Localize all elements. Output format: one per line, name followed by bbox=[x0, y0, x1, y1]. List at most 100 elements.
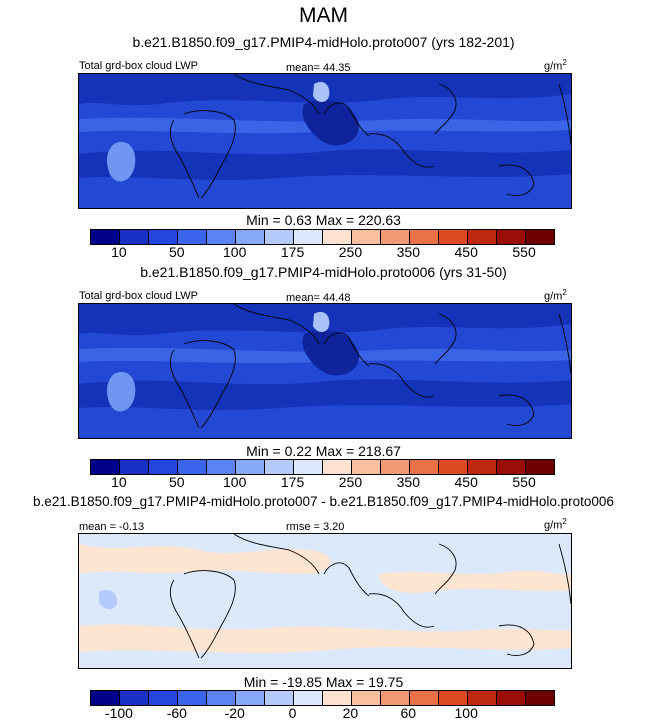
eastasia-high bbox=[313, 311, 330, 332]
colorbar-tick-label: -20 bbox=[224, 705, 245, 721]
colorbar-tick-label: 10 bbox=[111, 474, 127, 490]
colorbar-swatch bbox=[91, 691, 120, 705]
colorbar-swatch bbox=[265, 460, 294, 474]
colorbar-swatch bbox=[236, 230, 265, 244]
panel-1-units: g/m2 bbox=[544, 58, 567, 73]
panel-1-colorbar bbox=[90, 229, 555, 245]
coastlines bbox=[169, 304, 571, 429]
colorbar-swatch bbox=[265, 691, 294, 705]
india-coast bbox=[323, 332, 370, 367]
colorbar-swatch bbox=[497, 460, 526, 474]
panel-1-mean-label: mean= 44.35 bbox=[286, 62, 351, 74]
colorbar-swatch bbox=[323, 230, 352, 244]
panel-1-minmax: Min = 0.63 Max = 220.63 bbox=[246, 212, 401, 228]
coastlines bbox=[169, 534, 571, 659]
colorbar-swatch bbox=[439, 691, 468, 705]
africa-coast bbox=[183, 340, 236, 429]
colorbar-swatch bbox=[149, 691, 178, 705]
colorbar-tick-label: 60 bbox=[400, 705, 417, 721]
panel-3-colorbar-ticks: -100 -60 -20 0 20 60 100 bbox=[90, 705, 553, 723]
africa-west-coast bbox=[169, 579, 200, 659]
panel-3-rmse-label: rmse = 3.20 bbox=[286, 521, 345, 533]
australia-coast bbox=[498, 624, 535, 656]
colorbar-tick-label: 350 bbox=[396, 244, 420, 260]
africa-west-coast bbox=[169, 119, 200, 199]
americas-coast bbox=[558, 313, 571, 375]
panel-1-subtitle: b.e21.B1850.f09_g17.PMIP4-midHolo.proto0… bbox=[132, 34, 515, 50]
colorbar-swatch bbox=[381, 230, 410, 244]
americas-coast bbox=[558, 83, 571, 145]
panel-3-colorbar bbox=[90, 690, 555, 706]
colorbar-swatch bbox=[178, 230, 207, 244]
colorbar-swatch bbox=[207, 691, 236, 705]
atlantic-high bbox=[106, 371, 136, 412]
colorbar-swatch bbox=[120, 460, 149, 474]
colorbar-swatch bbox=[120, 230, 149, 244]
colorbar-swatch bbox=[178, 691, 207, 705]
colorbar-tick-label: 0 bbox=[288, 705, 297, 721]
east-asia-coast bbox=[434, 83, 457, 135]
positive-anomaly-north bbox=[79, 544, 330, 574]
panel-2-variable-label: Total grd-box cloud LWP bbox=[79, 290, 199, 302]
panel-3-mean-label: mean = -0.13 bbox=[79, 521, 145, 533]
colorbar-swatch bbox=[497, 691, 526, 705]
colorbar-swatch bbox=[294, 691, 323, 705]
colorbar-tick-label: 550 bbox=[512, 244, 536, 260]
colorbar-swatch bbox=[149, 460, 178, 474]
arabia-coast bbox=[233, 304, 320, 345]
figure-title: MAM bbox=[299, 4, 348, 27]
panel-1-colorbar-ticks: 10 50 100 175 250 350 450 550 bbox=[90, 244, 553, 262]
colorbar-swatch bbox=[410, 460, 439, 474]
colorbar-swatch bbox=[468, 230, 497, 244]
colorbar-swatch bbox=[207, 460, 236, 474]
panel-1-map bbox=[78, 73, 572, 209]
colorbar-swatch bbox=[439, 460, 468, 474]
negative-anomaly-spot bbox=[99, 589, 118, 610]
colorbar-swatch bbox=[207, 230, 236, 244]
arabia-coast bbox=[233, 534, 320, 575]
australia-coast bbox=[498, 394, 535, 426]
colorbar-swatch bbox=[236, 691, 265, 705]
colorbar-tick-label: 550 bbox=[512, 474, 536, 490]
colorbar-tick-label: 250 bbox=[338, 474, 363, 490]
panel-2-map-plot bbox=[79, 304, 571, 438]
colorbar-tick-label: -60 bbox=[166, 705, 187, 721]
indonesia-coast bbox=[368, 593, 435, 628]
colorbar-tick-label: 100 bbox=[223, 244, 247, 260]
africa-coast bbox=[183, 570, 236, 659]
panel-2-subtitle: b.e21.B1850.f09_g17.PMIP4-midHolo.proto0… bbox=[140, 264, 507, 280]
colorbar-swatch bbox=[91, 460, 120, 474]
colorbar-tick-label: 50 bbox=[169, 244, 185, 260]
panel-3-map-plot bbox=[79, 534, 571, 668]
colorbar-tick-label: 10 bbox=[111, 244, 127, 260]
colorbar-tick-label: 175 bbox=[280, 244, 305, 260]
colorbar-swatch bbox=[352, 691, 381, 705]
colorbar-tick-label: 350 bbox=[396, 474, 420, 490]
colorbar-swatch bbox=[236, 460, 265, 474]
colorbar-swatch bbox=[410, 230, 439, 244]
colorbar-swatch bbox=[91, 230, 120, 244]
eastasia-high bbox=[313, 81, 330, 102]
colorbar-swatch bbox=[265, 230, 294, 244]
colorbar-tick-label: 100 bbox=[223, 474, 247, 490]
colorbar-swatch bbox=[526, 460, 554, 474]
colorbar-swatch bbox=[178, 460, 207, 474]
americas-coast bbox=[558, 543, 571, 605]
colorbar-swatch bbox=[468, 460, 497, 474]
colorbar-swatch bbox=[381, 460, 410, 474]
colorbar-tick-label: 100 bbox=[454, 705, 478, 721]
africa-coast bbox=[183, 110, 236, 199]
panel-2-units: g/m2 bbox=[544, 288, 567, 303]
colorbar-tick-label: 250 bbox=[338, 244, 363, 260]
panel-2-minmax: Min = 0.22 Max = 218.67 bbox=[246, 443, 401, 459]
indonesia-coast bbox=[368, 363, 435, 398]
southern-deep-band bbox=[79, 149, 571, 180]
positive-anomaly-south bbox=[79, 624, 571, 653]
coastlines bbox=[169, 74, 571, 199]
panel-3-subtitle: b.e21.B1850.f09_g17.PMIP4-midHolo.proto0… bbox=[33, 494, 614, 509]
colorbar-swatch bbox=[294, 230, 323, 244]
colorbar-swatch bbox=[468, 691, 497, 705]
southern-deep-band bbox=[79, 379, 571, 410]
colorbar-tick-label: 50 bbox=[169, 474, 185, 490]
colorbar-swatch bbox=[323, 460, 352, 474]
